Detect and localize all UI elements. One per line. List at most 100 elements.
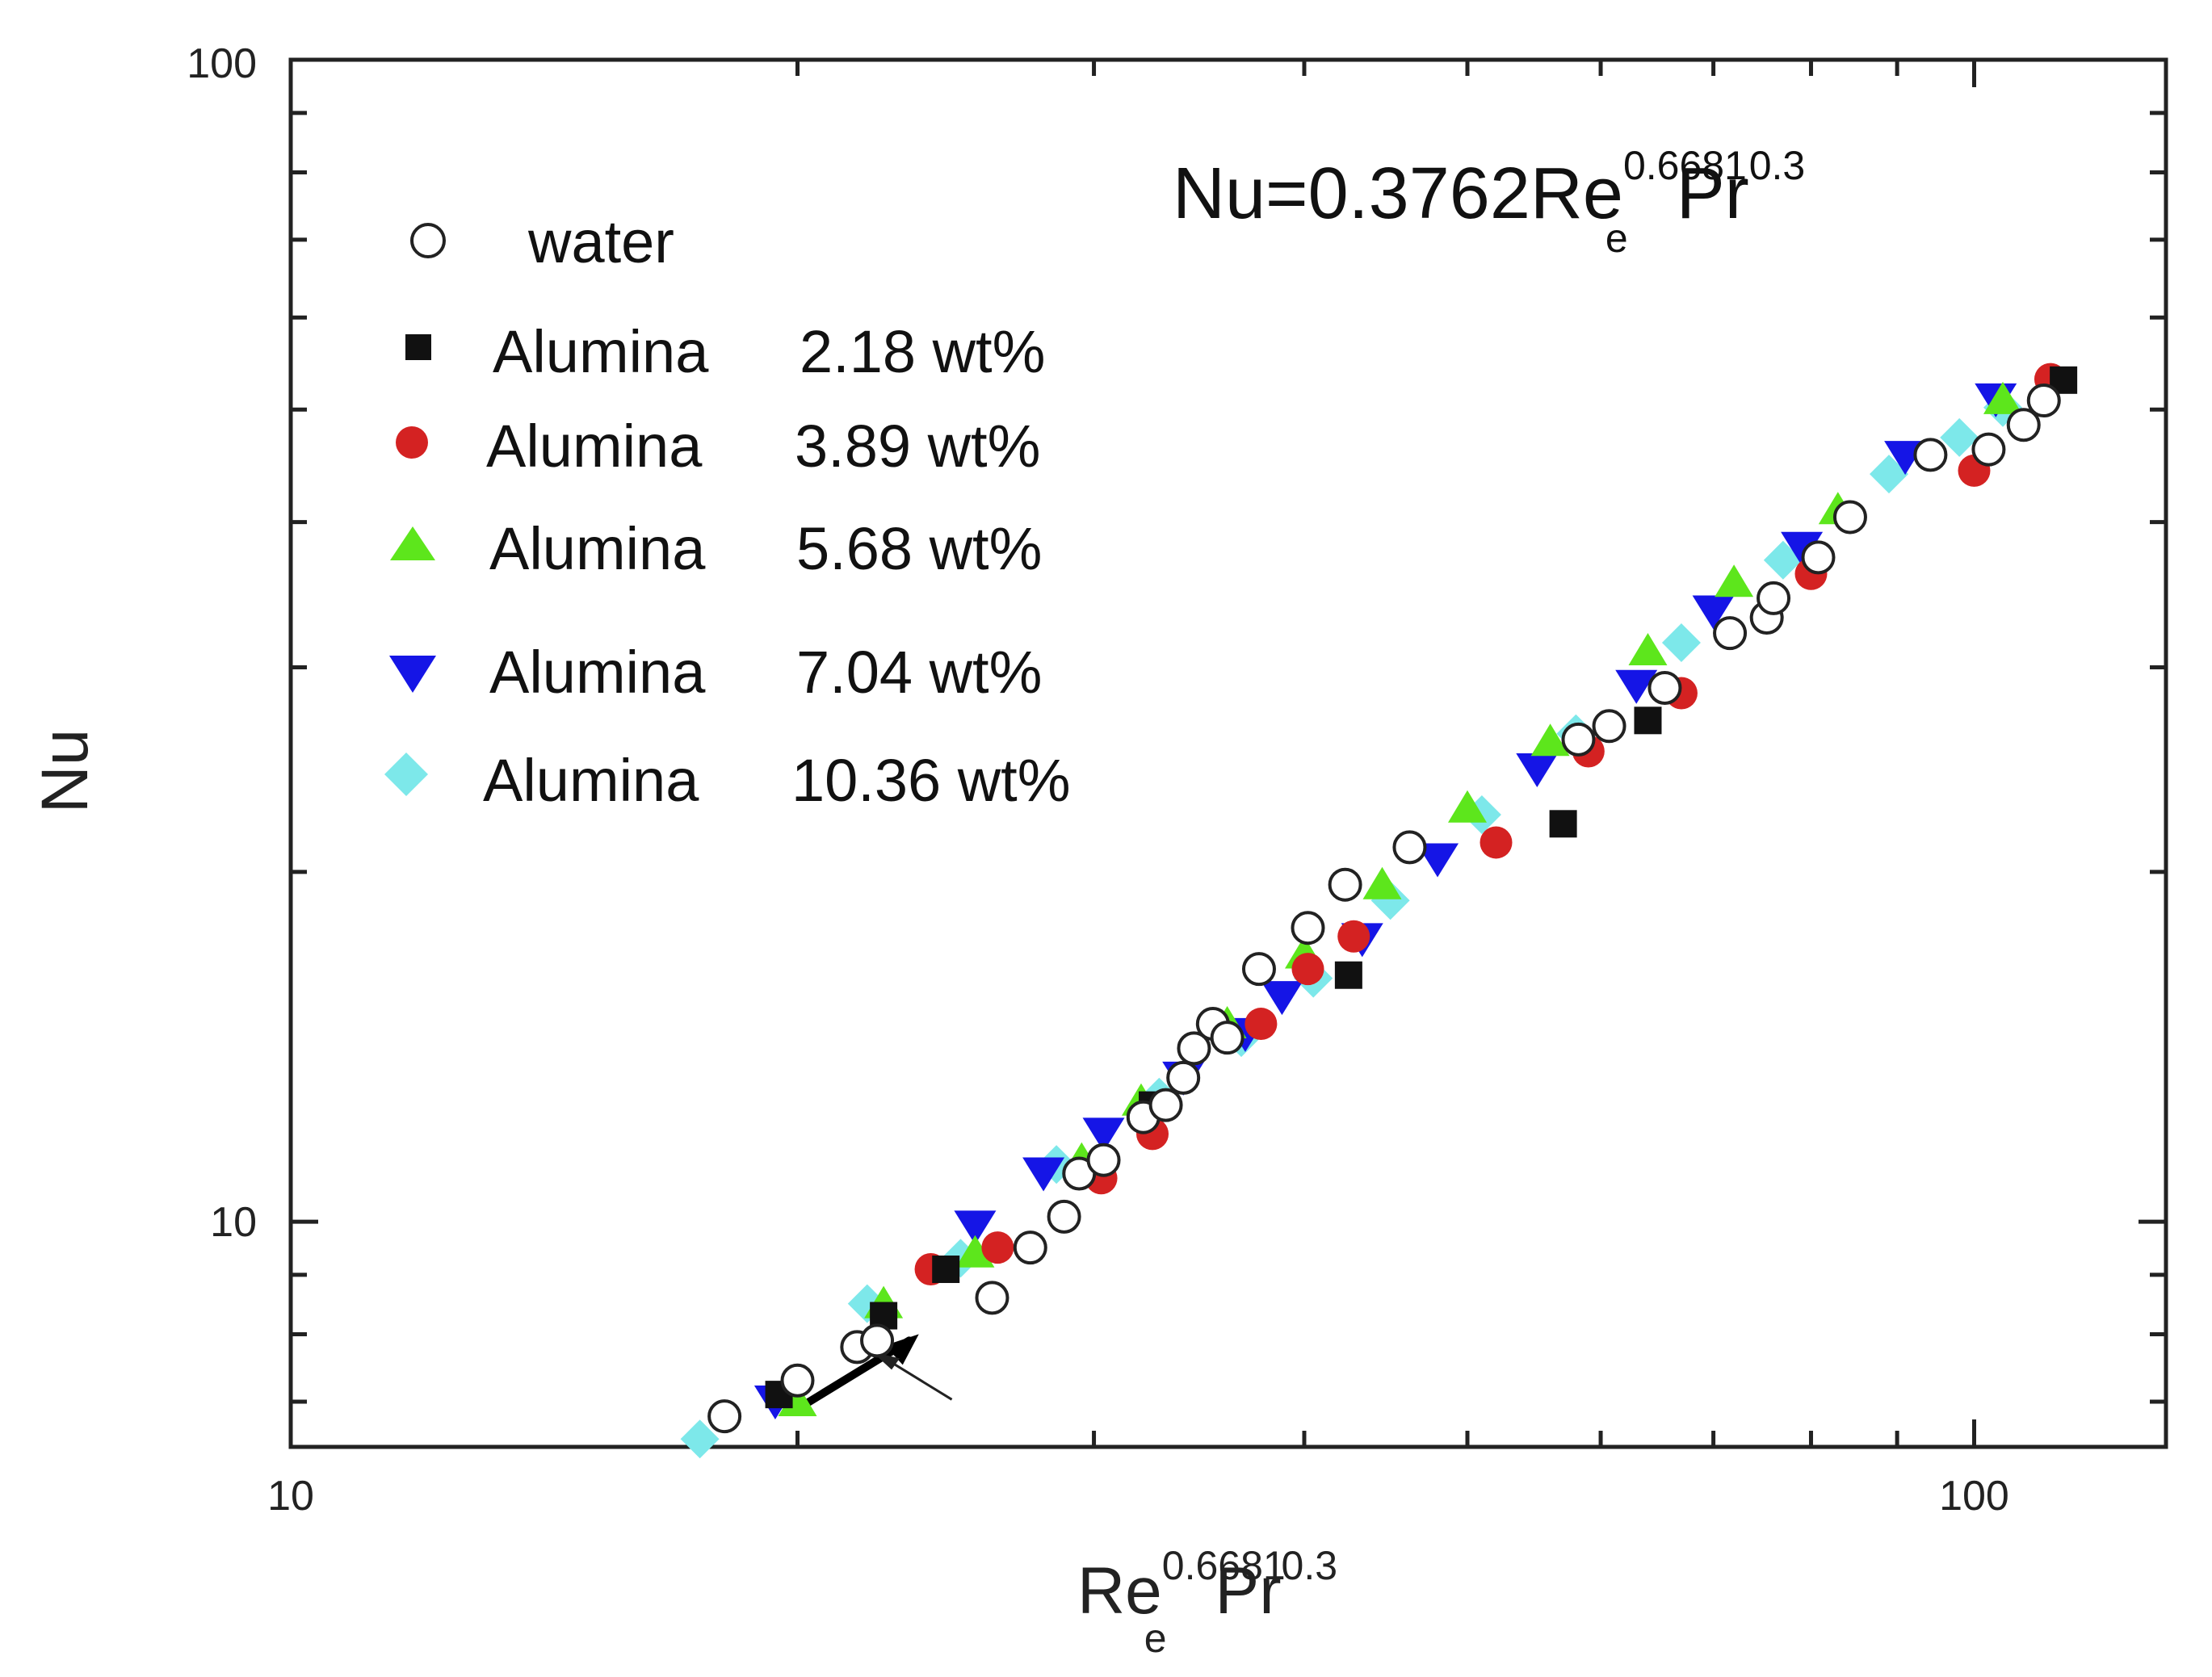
alumina-10.36-point [1940,417,1979,457]
alumina-7.04-point [1516,753,1559,788]
x-axis-label-exp1: 0.6681 [1162,1543,1286,1588]
fit-equation-exp1: 0.6681 [1623,143,1747,188]
trend-arrow-head [884,1334,919,1365]
legend-label-water: water [527,208,674,275]
alumina-3.89-point [1245,1008,1278,1041]
x-axis-label-exp2: 0.3 [1282,1543,1338,1588]
alumina-7.04-point [1417,843,1459,878]
trend-arrow-line [793,1336,913,1413]
legend-marker-square [405,334,431,360]
alumina-7.04-point [1022,1157,1065,1192]
alumina-10.36-point [680,1419,720,1459]
water-point [1291,911,1325,945]
alumina-5.68-point [1362,866,1402,899]
water-point [1148,1088,1183,1122]
legend-item-alumina-2.18: Alumina 2.18 wt% [405,318,1045,385]
fit-equation: Nu=0.3762Re0.6681 e Pr0.3 [1173,143,1805,261]
water-point [1210,1021,1245,1055]
water-point [1086,1142,1121,1177]
alumina-5.68-point [1530,723,1570,757]
x-axis-label: Re0.6681 e Pr0.3 [1077,1543,1337,1661]
legend-item-water: water [410,208,674,275]
alumina-2.18-point [932,1256,960,1284]
alumina-5.68-point [1628,632,1668,665]
alumina-7.04-point [1082,1117,1125,1152]
alumina-7.04-point [1781,531,1824,566]
legend: water Alumina 2.18 wt% Alumina 3.89 wt% … [384,208,1071,814]
plot-frame [288,57,2168,1449]
water-point [1713,616,1748,651]
water-point [1177,1031,1211,1066]
alumina-2.18-point [1634,706,1662,735]
x-axis-label-mid: Pr [1215,1554,1282,1628]
legend-pct-alumina-3.89: 3.89 wt% [795,413,1040,480]
water-point [1392,830,1427,865]
legend-item-alumina-7.04: Alumina 7.04 wt% [389,639,1042,706]
legend-label-alumina-3.89: Alumina [486,413,703,480]
water-point [1757,581,1791,615]
axis-ticks [291,60,2166,1447]
y-tick-label-100: 100 [187,40,257,87]
legend-pct-alumina-5.68: 5.68 wt% [796,515,1042,582]
fit-equation-subscript: e [1605,216,1628,261]
alumina-2.18-point [1549,810,1577,838]
water-point [1241,952,1276,987]
legend-label-alumina-7.04: Alumina [489,639,706,706]
water-point [780,1363,815,1398]
y-axis-label: Nu [28,729,102,814]
legend-item-alumina-10.36: Alumina 10.36 wt% [384,747,1071,814]
fit-equation-prefix: Nu=0.3762Re [1173,153,1623,234]
alumina-5.68-point [955,1235,995,1268]
water-point [1166,1060,1201,1095]
water-point [1013,1230,1047,1265]
alumina-5.68-point [1447,790,1487,823]
alumina-2.18-point [1334,961,1362,989]
alumina-7.04-point [954,1210,997,1245]
legend-pct-alumina-10.36: 10.36 wt% [791,747,1071,814]
water-point [1328,867,1362,902]
alumina-7.04-point [1261,981,1303,1016]
water-point [2006,408,2041,442]
legend-pct-alumina-2.18: 2.18 wt% [800,318,1045,385]
water-point [1801,540,1836,575]
legend-marker-diamond [384,753,428,796]
alumina-3.89-point [1291,953,1324,986]
x-tick-label-100: 100 [1939,1473,2009,1520]
water-point [1561,722,1596,757]
water-point [2026,384,2061,418]
alumina-10.36-point [1661,623,1701,662]
legend-marker-triangle-up [390,526,435,560]
x-tick-label-10: 10 [267,1473,314,1520]
water-point [975,1281,1009,1315]
alumina-3.89-point [1480,826,1513,859]
x-axis-label-subscript: e [1144,1616,1167,1661]
alumina-5.68-point [1983,381,2022,414]
water-point [1913,438,1948,472]
fit-equation-mid: Pr [1677,153,1749,234]
legend-marker-water [410,223,446,258]
legend-label-alumina-10.36: Alumina [483,747,699,814]
y-tick-label-10: 10 [210,1199,257,1246]
legend-label-alumina-5.68: Alumina [489,515,706,582]
legend-marker-triangle-down [389,656,436,693]
legend-marker-circle [396,426,428,459]
alumina-3.89-point [981,1231,1014,1264]
x-axis-label-base: Re [1077,1554,1162,1628]
data-points [680,363,2078,1459]
alumina-10.36-point [1869,455,1908,494]
water-point [860,1323,895,1358]
water-point [1047,1199,1081,1234]
alumina-7.04-point [1615,669,1658,704]
legend-label-alumina-2.18: Alumina [493,318,709,385]
water-point [707,1399,742,1434]
water-point [1592,709,1626,744]
alumina-3.89-point [1337,920,1370,953]
legend-item-alumina-3.89: Alumina 3.89 wt% [396,413,1040,480]
water-point [1647,670,1682,705]
legend-pct-alumina-7.04: 7.04 wt% [796,639,1042,706]
water-point [1971,432,2006,467]
alumina-7.04-point [1692,595,1735,630]
fit-equation-exp2: 0.3 [1749,143,1806,188]
legend-item-alumina-5.68: Alumina 5.68 wt% [390,515,1042,582]
